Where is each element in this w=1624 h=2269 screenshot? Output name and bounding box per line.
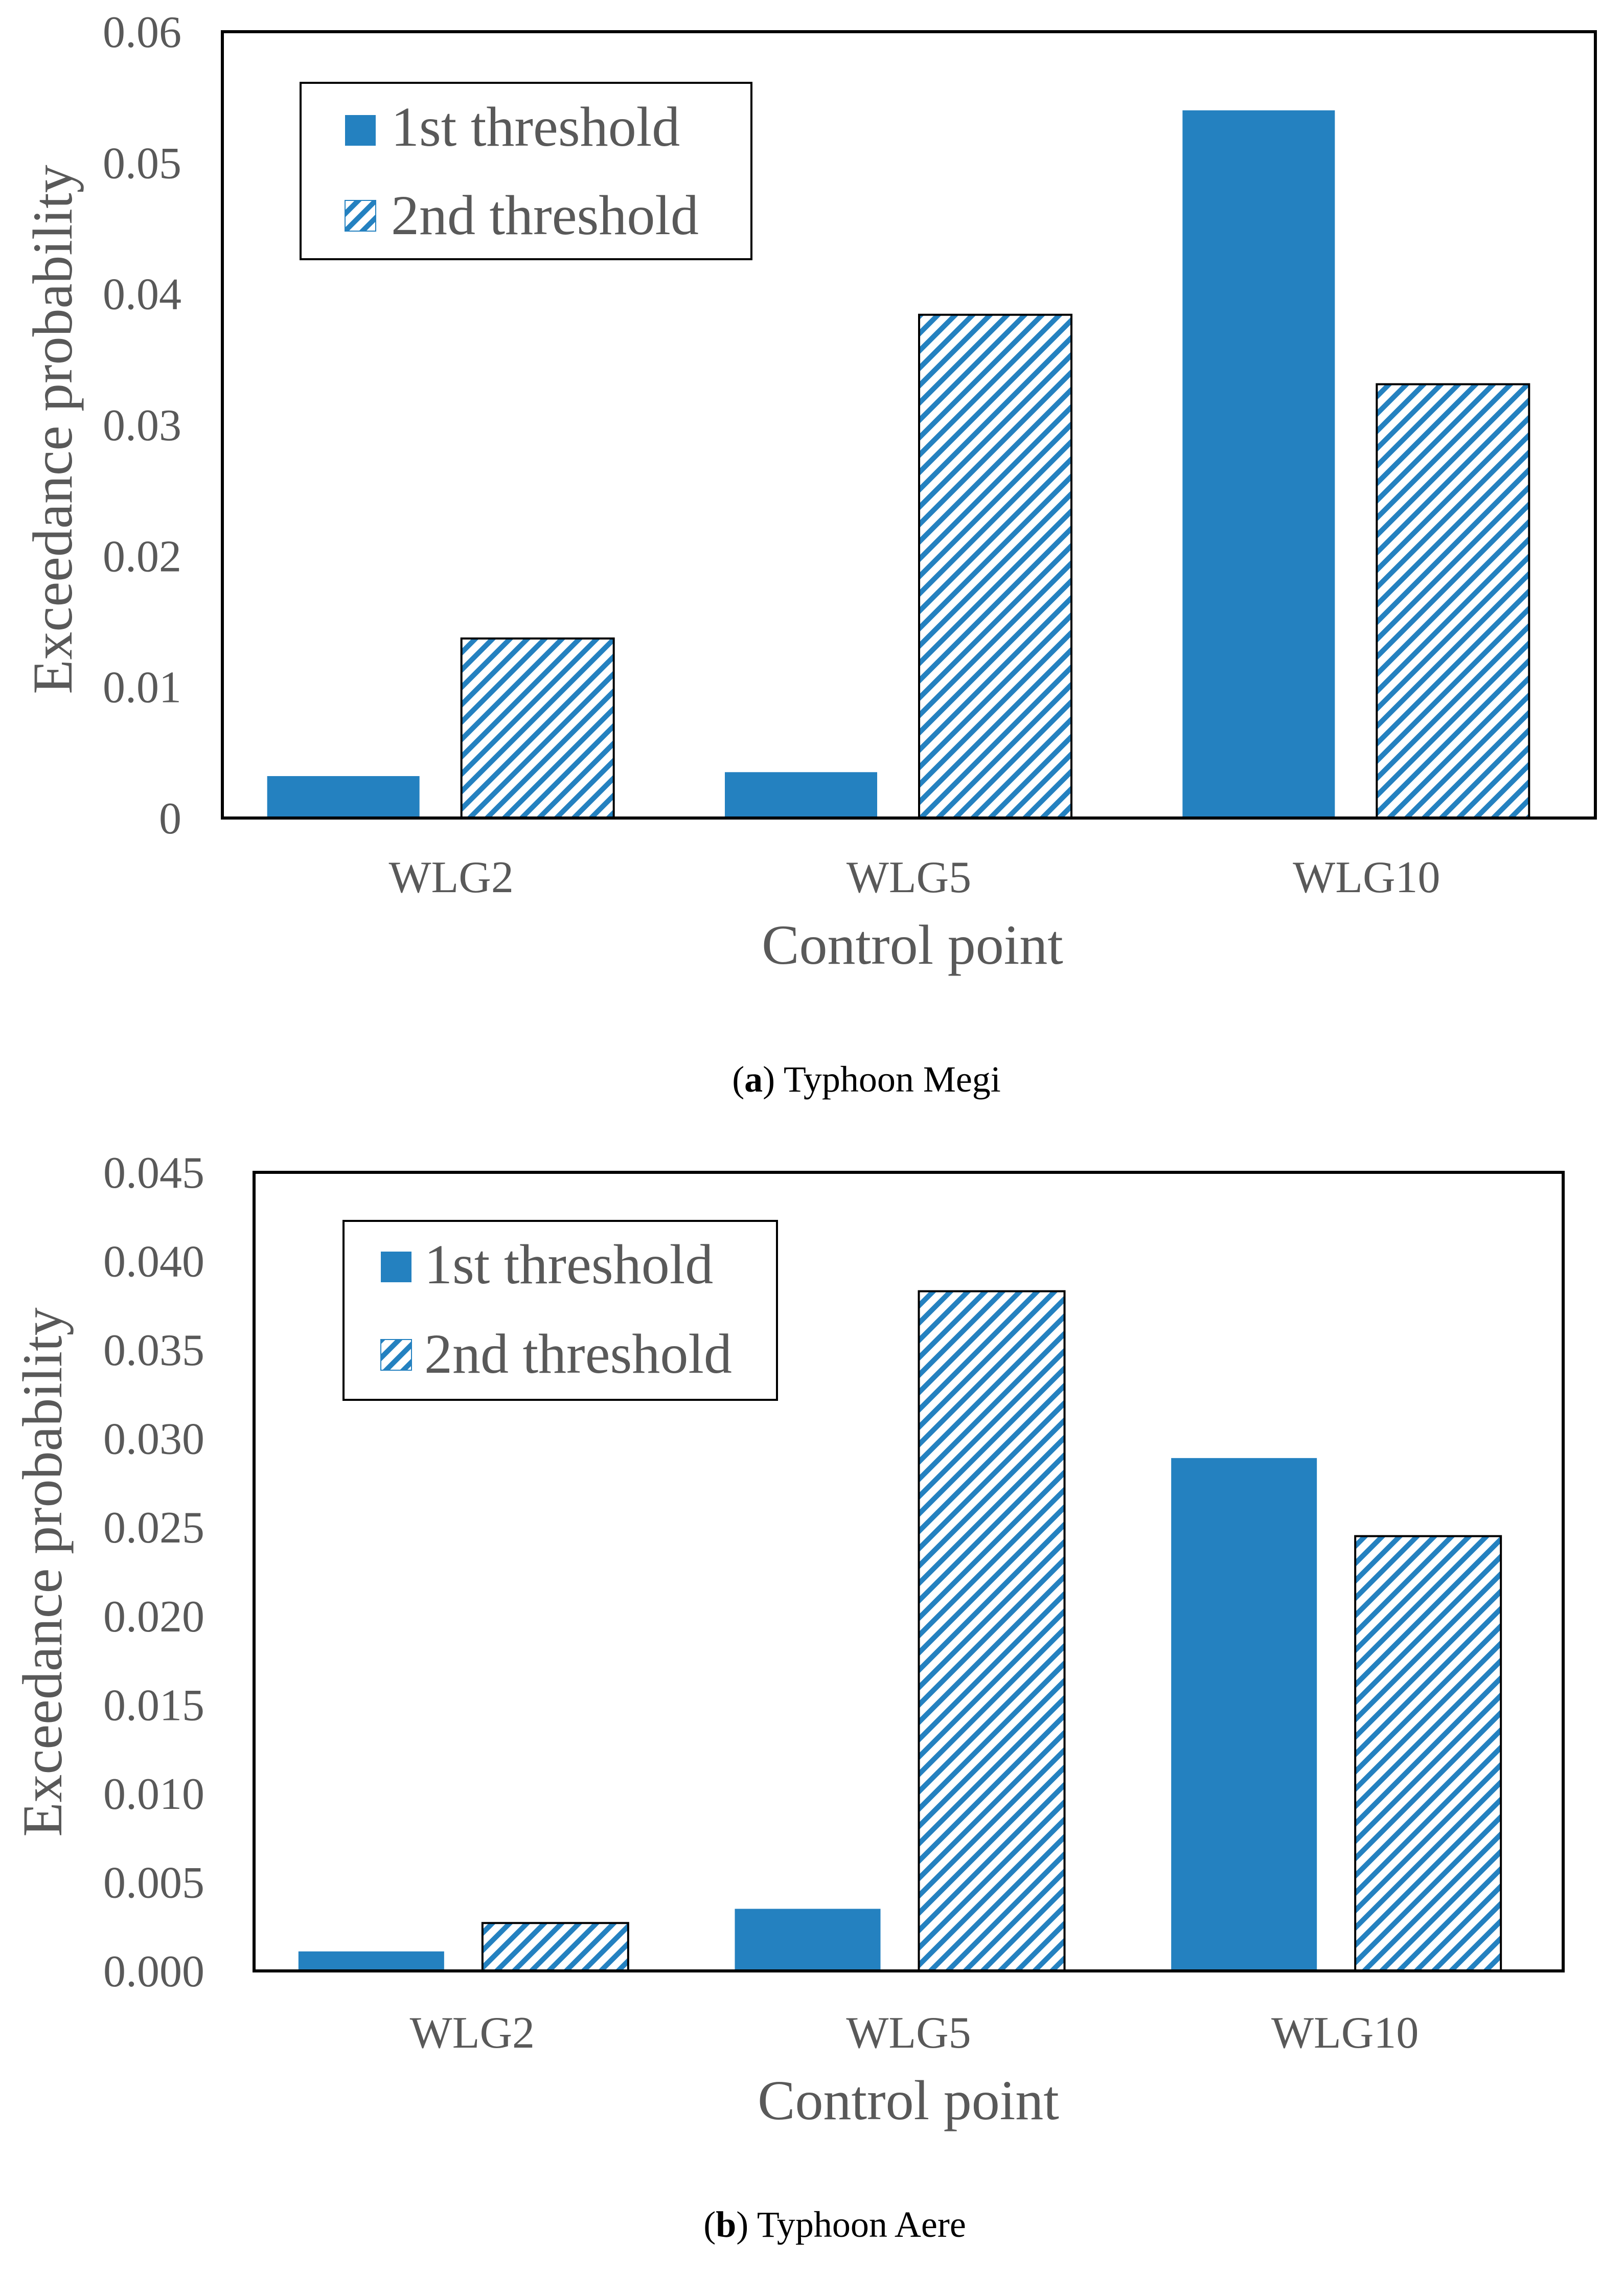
legend-b: 1st threshold 2nd threshold	[342, 1220, 778, 1401]
y-tick-label: 0.02	[103, 532, 181, 581]
x-category-label: WLG2	[410, 2008, 535, 2058]
bar-second-threshold-wlg2	[460, 637, 615, 820]
y-tick-label: 0.015	[103, 1681, 204, 1730]
y-tick-label: 0.04	[103, 270, 181, 320]
y-tick-label: 0.01	[103, 663, 181, 713]
y-tick-label: 0.000	[103, 1947, 204, 1996]
y-tick-labels-a: 0 0.01 0.02 0.03 0.04 0.05 0.06	[103, 8, 181, 844]
legend-swatch-solid-a	[345, 115, 376, 146]
y-tick-label: 0	[159, 794, 181, 844]
legend-label-series-2-a: 2nd threshold	[391, 184, 699, 246]
bar-first-threshold-wlg2	[298, 1951, 444, 1971]
x-axis-title-b: Control point	[758, 2069, 1059, 2131]
y-tick-label: 0.030	[103, 1415, 204, 1464]
legend-swatch-hatched-a	[345, 200, 376, 232]
plot-area-b	[253, 1171, 1565, 1972]
x-category-label: WLG5	[846, 2008, 971, 2058]
bar-first-threshold-wlg5	[725, 772, 877, 818]
caption-title-a: Typhoon Megi	[784, 1059, 1001, 1100]
y-tick-label: 0.03	[103, 401, 181, 450]
y-tick-label: 0.06	[103, 8, 181, 57]
legend-label-series-1-a: 1st threshold	[391, 96, 680, 158]
caption-b: (b) Typhoon Aere	[703, 2204, 966, 2245]
chart-panel-b: 0.000 0.005 0.010 0.015 0.020 0.025 0.030 0.035…	[11, 1148, 1565, 2245]
y-tick-label: 0.040	[103, 1237, 204, 1287]
x-category-label: WLG10	[1271, 2008, 1419, 2058]
bar-second-threshold-wlg5	[918, 313, 1072, 819]
chart-panel-a: 00.010.020.030.040.050.06 WLG2 WLG5 WLG10 …	[21, 8, 1597, 1100]
bar-second-threshold-wlg5	[918, 1290, 1066, 1972]
plot-area-a	[221, 30, 1597, 820]
y-tick-labels-b: 0.000 0.005 0.010 0.015 0.020 0.025 0.030 0.035…	[103, 1148, 204, 1996]
x-category-label: WLG10	[1293, 853, 1440, 902]
legend-a: 1st threshold 2nd threshold	[300, 82, 752, 260]
y-tick-label: 0.05	[103, 139, 181, 188]
legend-box-b	[342, 1220, 778, 1401]
bar-second-threshold-wlg10	[1376, 383, 1530, 819]
y-tick-label: 0.045	[103, 1148, 204, 1198]
x-axis-title-a: Control point	[762, 914, 1063, 976]
bars-b	[298, 1290, 1502, 1972]
bars-a	[267, 110, 1530, 820]
y-tick-label: 0.025	[103, 1503, 204, 1553]
bar-first-threshold-wlg10	[1171, 1458, 1317, 1971]
x-category-label: WLG5	[847, 853, 971, 902]
bar-first-threshold-wlg5	[735, 1909, 881, 1971]
y-tick-label: 0.005	[103, 1858, 204, 1908]
x-category-labels-b: WLG2 WLG5 WLG10	[410, 2008, 1419, 2058]
y-axis-title-b: Exceedance probability	[11, 1307, 74, 1836]
bar-first-threshold-wlg10	[1182, 110, 1335, 818]
x-category-label: WLG2	[388, 853, 513, 902]
legend-label-series-2-b: 2nd threshold	[424, 1323, 732, 1385]
legend-swatch-hatched-b	[380, 1339, 412, 1371]
legend-label-series-1-b: 1st threshold	[424, 1233, 713, 1296]
bar-second-threshold-wlg10	[1354, 1535, 1502, 1972]
caption-letter-b: b	[716, 2204, 736, 2245]
y-tick-label: 0.010	[103, 1769, 204, 1819]
y-tick-label: 0.035	[103, 1326, 204, 1375]
y-tick-label: 0.020	[103, 1592, 204, 1642]
legend-swatch-solid-b	[381, 1252, 411, 1282]
y-axis-title-a: Exceedance probability	[21, 165, 84, 694]
bar-second-threshold-wlg2	[481, 1922, 629, 1972]
caption-letter-a: a	[744, 1059, 763, 1100]
caption-title-b: Typhoon Aere	[757, 2204, 966, 2245]
x-category-labels-a: WLG2 WLG5 WLG10	[388, 853, 1440, 902]
bar-first-threshold-wlg2	[267, 776, 420, 818]
caption-a: (a) Typhoon Megi	[732, 1059, 1001, 1100]
